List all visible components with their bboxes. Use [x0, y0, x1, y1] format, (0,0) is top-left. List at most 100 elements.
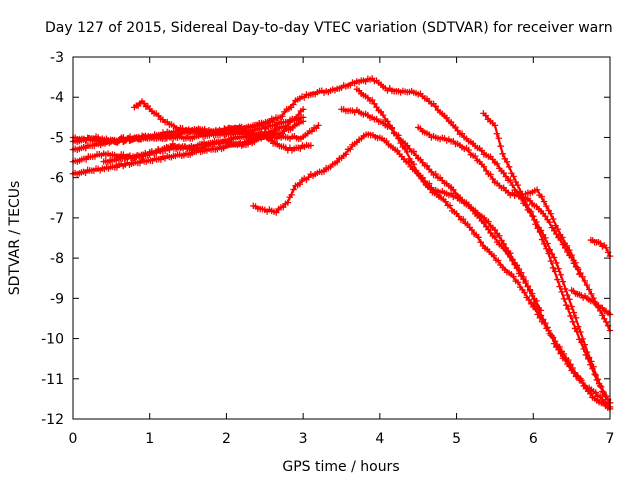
series-trace	[72, 78, 611, 404]
data-point	[509, 256, 516, 263]
data-point	[524, 282, 532, 290]
data-point	[553, 230, 560, 238]
data-point	[520, 273, 527, 281]
data-point	[596, 392, 604, 400]
series-pass-15	[587, 236, 614, 260]
data-point	[523, 201, 530, 209]
data-point	[284, 199, 291, 206]
data-point	[542, 212, 549, 220]
data-point	[459, 215, 467, 223]
data-point	[493, 130, 501, 137]
data-point	[530, 213, 537, 220]
data-point	[452, 123, 459, 131]
data-point	[555, 346, 562, 353]
data-point	[401, 144, 409, 152]
data-point	[545, 207, 552, 214]
data-point	[559, 234, 566, 241]
data-point	[497, 143, 504, 150]
data-point	[307, 142, 315, 149]
data-point	[562, 301, 570, 309]
data-point	[503, 158, 511, 166]
data-point	[266, 119, 273, 126]
x-tick-label: 5	[452, 431, 461, 447]
data-point	[500, 169, 507, 177]
data-point	[450, 186, 457, 194]
data-point	[155, 112, 162, 119]
data-point	[405, 159, 412, 166]
data-point	[556, 283, 563, 290]
data-point	[521, 289, 528, 296]
data-point	[425, 180, 433, 187]
data-point	[589, 365, 596, 372]
data-point	[595, 380, 603, 387]
data-point	[552, 222, 559, 229]
data-point	[290, 186, 297, 193]
data-point	[521, 196, 528, 203]
data-point	[295, 111, 302, 119]
data-point	[567, 312, 574, 320]
data-point	[531, 298, 538, 306]
data-point	[587, 361, 594, 368]
data-point	[140, 100, 148, 107]
data-point	[555, 265, 562, 272]
data-point	[574, 264, 581, 271]
data-point	[542, 319, 549, 327]
data-point	[585, 286, 593, 293]
data-point	[279, 203, 287, 211]
data-point	[498, 237, 505, 244]
data-point	[558, 288, 565, 296]
data-point	[333, 158, 341, 166]
data-point	[561, 285, 569, 293]
data-point	[584, 355, 592, 363]
series-pass-5	[100, 133, 315, 166]
data-point	[299, 118, 307, 125]
data-point	[320, 168, 328, 175]
data-point	[527, 208, 535, 216]
data-point	[273, 209, 280, 216]
data-point	[489, 175, 496, 183]
data-point	[518, 269, 525, 276]
data-point	[577, 375, 584, 382]
data-point	[528, 292, 536, 300]
data-point	[570, 369, 578, 377]
data-point	[554, 276, 561, 283]
data-point	[592, 389, 599, 396]
data-point	[383, 137, 390, 145]
data-point	[499, 150, 506, 158]
data-point	[576, 271, 583, 278]
x-tick-label: 0	[69, 431, 78, 447]
y-tick-label: -6	[50, 171, 64, 187]
data-point	[543, 202, 550, 210]
data-point	[566, 296, 573, 303]
data-point	[526, 197, 534, 204]
data-point	[507, 250, 514, 257]
data-point	[384, 118, 391, 125]
data-point	[534, 225, 541, 232]
data-point	[423, 162, 431, 170]
data-point	[566, 246, 573, 254]
data-point	[279, 130, 286, 137]
data-point	[505, 163, 513, 171]
data-point	[432, 103, 439, 110]
data-point	[527, 300, 535, 307]
data-point	[553, 259, 560, 267]
x-tick-label: 4	[375, 431, 384, 447]
x-tick-label: 6	[529, 431, 538, 447]
x-tick-label: 2	[222, 431, 231, 447]
data-point	[515, 265, 523, 273]
data-point	[532, 221, 539, 228]
data-point	[477, 239, 484, 246]
data-point	[579, 273, 586, 280]
data-point	[550, 254, 558, 261]
data-point	[560, 295, 568, 303]
data-point	[550, 215, 557, 223]
data-point	[388, 124, 396, 131]
data-point	[598, 383, 605, 391]
series-pass-10	[353, 86, 614, 411]
data-point	[591, 298, 598, 306]
y-tick-label: -12	[41, 412, 64, 428]
data-point	[475, 234, 482, 241]
data-point	[458, 130, 466, 137]
series-pass-13	[522, 186, 583, 278]
